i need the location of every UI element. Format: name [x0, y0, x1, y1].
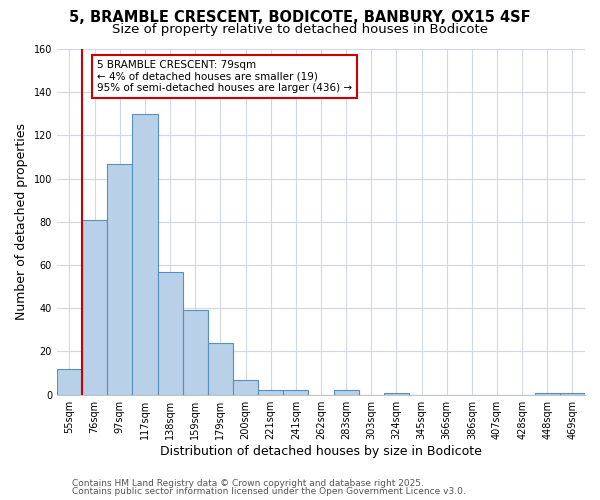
Bar: [334, 390, 359, 394]
Text: 5, BRAMBLE CRESCENT, BODICOTE, BANBURY, OX15 4SF: 5, BRAMBLE CRESCENT, BODICOTE, BANBURY, …: [69, 10, 531, 25]
Bar: [560, 392, 585, 394]
Bar: [158, 272, 182, 394]
Bar: [133, 114, 158, 394]
Bar: [258, 390, 283, 394]
Text: Size of property relative to detached houses in Bodicote: Size of property relative to detached ho…: [112, 22, 488, 36]
Bar: [208, 343, 233, 394]
Bar: [182, 310, 208, 394]
Bar: [233, 380, 258, 394]
Text: 5 BRAMBLE CRESCENT: 79sqm
← 4% of detached houses are smaller (19)
95% of semi-d: 5 BRAMBLE CRESCENT: 79sqm ← 4% of detach…: [97, 60, 352, 93]
Text: Contains HM Land Registry data © Crown copyright and database right 2025.: Contains HM Land Registry data © Crown c…: [72, 478, 424, 488]
Bar: [107, 164, 133, 394]
X-axis label: Distribution of detached houses by size in Bodicote: Distribution of detached houses by size …: [160, 444, 482, 458]
Y-axis label: Number of detached properties: Number of detached properties: [15, 124, 28, 320]
Bar: [82, 220, 107, 394]
Text: Contains public sector information licensed under the Open Government Licence v3: Contains public sector information licen…: [72, 487, 466, 496]
Bar: [384, 392, 409, 394]
Bar: [57, 369, 82, 394]
Bar: [535, 392, 560, 394]
Bar: [283, 390, 308, 394]
